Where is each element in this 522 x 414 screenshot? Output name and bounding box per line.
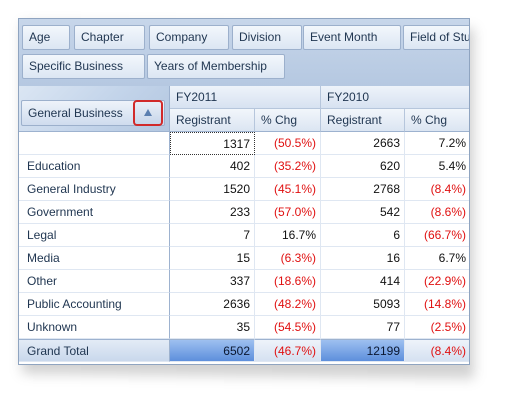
- pct-chg-cell[interactable]: (48.2%): [255, 293, 321, 316]
- registrant-cell[interactable]: 542: [321, 201, 405, 224]
- field-division[interactable]: Division: [232, 25, 302, 50]
- registrant-cell[interactable]: 12199: [321, 339, 405, 362]
- registrant-cell[interactable]: 5093: [321, 293, 405, 316]
- row-label[interactable]: [19, 132, 170, 155]
- row-label[interactable]: Grand Total: [19, 339, 170, 362]
- row-label[interactable]: General Industry: [19, 178, 170, 201]
- row-label[interactable]: Other: [19, 270, 170, 293]
- pct-chg-cell[interactable]: (8.6%): [405, 201, 469, 224]
- row-label[interactable]: Public Accounting: [19, 293, 170, 316]
- row-label[interactable]: Education: [19, 155, 170, 178]
- pct-chg-cell[interactable]: (50.5%): [255, 132, 321, 155]
- registrant-cell[interactable]: 233: [170, 201, 255, 224]
- pct-chg-cell[interactable]: 6.7%: [405, 247, 469, 270]
- registrant-cell[interactable]: 2768: [321, 178, 405, 201]
- pct-chg-cell[interactable]: (57.0%): [255, 201, 321, 224]
- pct-chg-cell[interactable]: (46.7%): [255, 339, 321, 362]
- row-label[interactable]: Government: [19, 201, 170, 224]
- column-header-fy2010[interactable]: FY2010: [321, 86, 469, 109]
- pct-chg-cell[interactable]: 7.2%: [405, 132, 469, 155]
- pct-chg-cell[interactable]: (14.8%): [405, 293, 469, 316]
- pct-chg-cell[interactable]: (22.9%): [405, 270, 469, 293]
- grand-total-row: Grand Total 6502 (46.7%) 12199 (8.4%): [19, 339, 469, 362]
- table-row: Legal 7 16.7% 6 (66.7%): [19, 224, 469, 247]
- registrant-cell[interactable]: 337: [170, 270, 255, 293]
- field-years-of-membership[interactable]: Years of Membership: [147, 54, 285, 79]
- row-field-label: General Business: [28, 106, 123, 120]
- pct-chg-cell[interactable]: (8.4%): [405, 339, 469, 362]
- field-event-month[interactable]: Event Month: [303, 25, 401, 50]
- pct-chg-cell[interactable]: (45.1%): [255, 178, 321, 201]
- registrant-cell[interactable]: 77: [321, 316, 405, 339]
- field-field-of-study[interactable]: Field of Stu: [403, 25, 469, 50]
- pct-chg-cell[interactable]: (54.5%): [255, 316, 321, 339]
- column-header-area: FY2011 FY2010 Registrant % Chg Registran…: [170, 86, 469, 132]
- registrant-cell[interactable]: 16: [321, 247, 405, 270]
- registrant-cell[interactable]: 414: [321, 270, 405, 293]
- pct-chg-cell[interactable]: (18.6%): [255, 270, 321, 293]
- table-row: 1317 (50.5%) 2663 7.2%: [19, 132, 469, 155]
- registrant-cell[interactable]: 402: [170, 155, 255, 178]
- column-header-fy2011[interactable]: FY2011: [170, 86, 321, 109]
- pivot-grid: Age Chapter Company Division Event Month…: [18, 18, 470, 365]
- registrant-cell[interactable]: 1317: [170, 132, 255, 155]
- column-header-pct-chg[interactable]: % Chg: [255, 109, 321, 132]
- row-label[interactable]: Media: [19, 247, 170, 270]
- registrant-cell[interactable]: 7: [170, 224, 255, 247]
- registrant-cell[interactable]: 35: [170, 316, 255, 339]
- table-row: Other 337 (18.6%) 414 (22.9%): [19, 270, 469, 293]
- table-row: Government 233 (57.0%) 542 (8.6%): [19, 201, 469, 224]
- table-row: Media 15 (6.3%) 16 6.7%: [19, 247, 469, 270]
- pct-chg-cell[interactable]: (2.5%): [405, 316, 469, 339]
- table-row: Education 402 (35.2%) 620 5.4%: [19, 155, 469, 178]
- row-header-area: General Business: [19, 86, 170, 132]
- registrant-cell[interactable]: 1520: [170, 178, 255, 201]
- registrant-cell[interactable]: 6502: [170, 339, 255, 362]
- field-company[interactable]: Company: [149, 25, 229, 50]
- table-row: Unknown 35 (54.5%) 77 (2.5%): [19, 316, 469, 339]
- field-list-area: Age Chapter Company Division Event Month…: [19, 19, 469, 86]
- table-row: Public Accounting 2636 (48.2%) 5093 (14.8%): [19, 293, 469, 316]
- pct-chg-cell[interactable]: (35.2%): [255, 155, 321, 178]
- pct-chg-cell[interactable]: 16.7%: [255, 224, 321, 247]
- registrant-cell[interactable]: 15: [170, 247, 255, 270]
- field-age[interactable]: Age: [22, 25, 70, 50]
- field-specific-business[interactable]: Specific Business: [22, 54, 145, 79]
- field-chapter[interactable]: Chapter: [74, 25, 145, 50]
- pct-chg-cell[interactable]: 5.4%: [405, 155, 469, 178]
- registrant-cell[interactable]: 2663: [321, 132, 405, 155]
- column-header-pct-chg[interactable]: % Chg: [405, 109, 469, 132]
- registrant-cell[interactable]: 620: [321, 155, 405, 178]
- registrant-cell[interactable]: 6: [321, 224, 405, 247]
- registrant-cell[interactable]: 2636: [170, 293, 255, 316]
- sort-ascending-icon: [144, 109, 152, 116]
- row-label[interactable]: Legal: [19, 224, 170, 247]
- row-field-general-business[interactable]: General Business: [21, 100, 165, 126]
- table-row: General Industry 1520 (45.1%) 2768 (8.4%): [19, 178, 469, 201]
- pct-chg-cell[interactable]: (6.3%): [255, 247, 321, 270]
- column-header-registrant[interactable]: Registrant: [170, 109, 255, 132]
- column-header-registrant[interactable]: Registrant: [321, 109, 405, 132]
- pct-chg-cell[interactable]: (8.4%): [405, 178, 469, 201]
- pct-chg-cell[interactable]: (66.7%): [405, 224, 469, 247]
- row-label[interactable]: Unknown: [19, 316, 170, 339]
- sort-button[interactable]: [133, 100, 163, 126]
